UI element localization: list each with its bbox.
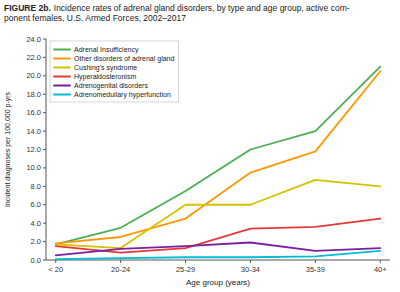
y-tick-label: 4.0	[31, 219, 41, 228]
legend-swatch	[54, 94, 70, 96]
legend-swatch	[54, 85, 70, 87]
x-axis-label: Age group (years)	[186, 278, 250, 287]
legend-frame	[50, 41, 178, 102]
y-tick	[43, 241, 46, 242]
series-line	[56, 71, 381, 243]
x-tick	[315, 260, 316, 263]
y-tick-label: 16.0	[26, 108, 41, 117]
legend-label: Adrenogenital disorders	[74, 82, 148, 90]
y-tick	[43, 167, 46, 168]
x-tick-label: < 20	[48, 265, 63, 274]
y-tick-label: 8.0	[31, 182, 41, 191]
plot-lines	[56, 67, 381, 259]
y-tick-label: 24.0	[26, 35, 41, 44]
series-line	[56, 243, 381, 256]
x-tick	[55, 260, 56, 263]
y-tick	[43, 39, 46, 40]
subtitle: ponent females, U.S. Armed Forces, 2002–…	[4, 13, 186, 23]
y-tick-label: 14.0	[26, 127, 41, 136]
x-tick-label: 40+	[374, 265, 387, 274]
subtitle: Incidence rates of adrenal gland disorde…	[54, 3, 350, 13]
y-tick	[43, 131, 46, 132]
chart: FIGURE 2b.Incidence rates of adrenal gla…	[0, 0, 400, 292]
y-tick-label: 12.0	[26, 145, 41, 154]
x-tick-label: 25-29	[176, 265, 195, 274]
x-tick	[380, 260, 381, 263]
legend-label: Adrenal Insufficiency	[74, 46, 139, 54]
y-tick	[43, 204, 46, 205]
y-tick-label: 6.0	[31, 200, 41, 209]
title: FIGURE 2b.Incidence rates of adrenal gla…	[4, 3, 350, 13]
series-line	[56, 67, 381, 245]
y-tick	[43, 75, 46, 76]
y-tick-label: 0.0	[31, 256, 41, 265]
y-tick-label: 22.0	[26, 53, 41, 62]
legend-swatch	[54, 49, 70, 51]
legend-swatch	[54, 76, 70, 78]
x-tick	[120, 260, 121, 263]
y-tick	[43, 149, 46, 150]
y-axis-label: Incident diagnoses per 100,000 p-yrs	[4, 91, 12, 207]
y-tick-label: 2.0	[31, 237, 41, 246]
legend-label: Other disorders of adrenal gland	[74, 55, 174, 63]
series-line	[56, 219, 381, 253]
y-tick	[43, 57, 46, 58]
y-tick-label: 20.0	[26, 71, 41, 80]
x-tick-label: 30-34	[241, 265, 260, 274]
x-tick-label: 35-39	[306, 265, 325, 274]
x-tick	[250, 260, 251, 263]
series-line	[56, 251, 381, 259]
y-tick-label: 18.0	[26, 90, 41, 99]
y-tick-label: 10.0	[26, 163, 41, 172]
legend-label: Hyperaldosteronism	[74, 73, 136, 81]
y-tick	[43, 260, 46, 261]
y-tick	[43, 223, 46, 224]
y-tick	[43, 112, 46, 113]
x-axis	[46, 260, 390, 261]
title-bold: FIGURE 2b.	[4, 3, 51, 13]
x-tick-label: 20-24	[111, 265, 130, 274]
y-tick	[43, 186, 46, 187]
legend-swatch	[54, 58, 70, 60]
legend-swatch	[54, 67, 70, 69]
legend-label: Adrenomedullary hyperfunction	[74, 91, 171, 99]
y-tick	[43, 94, 46, 95]
legend-label: Cushing's syndrome	[74, 64, 137, 72]
legend: Adrenal InsufficiencyOther disorders of …	[50, 41, 178, 102]
x-tick	[185, 260, 186, 263]
